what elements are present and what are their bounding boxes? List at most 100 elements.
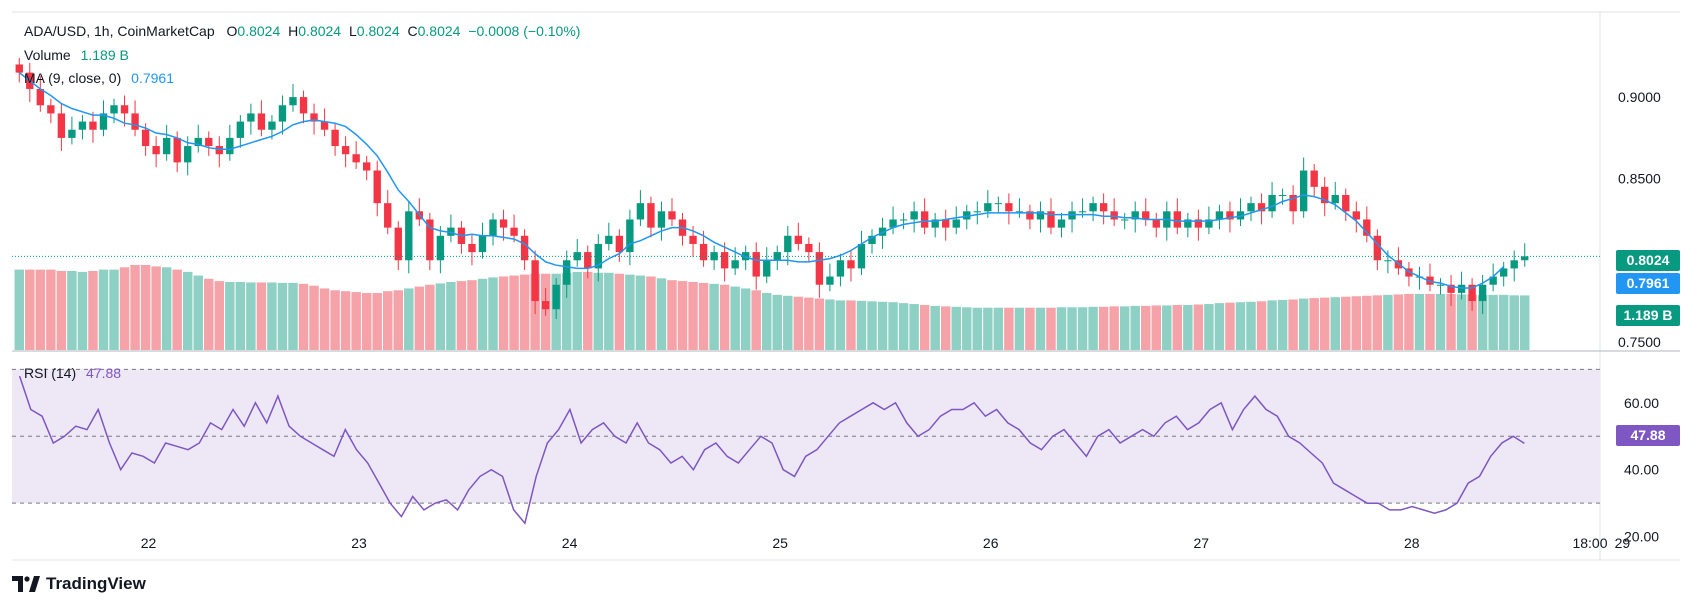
candle-body [1205,219,1213,228]
candle-body [889,219,897,228]
candle-body [89,121,97,130]
candle-body [731,260,739,269]
volume-bar [740,288,751,350]
rsi-tick-label: 20.00 [1624,529,1659,545]
volume-bar [109,269,119,350]
candle-body [152,146,160,155]
low-value: 0.8024 [356,23,400,39]
volume-bar [656,278,667,350]
candle-body [1278,195,1287,196]
volume-bar [751,290,761,350]
candle [1342,188,1350,222]
volume-bar [67,270,77,350]
volume-bar [730,286,740,350]
volume-bar [1319,297,1330,350]
candle-body [1120,219,1129,221]
candle [973,201,981,225]
candle-body [984,203,992,212]
candle [1457,271,1466,300]
rsi-legend[interactable]: RSI (14) 47.88 [24,365,121,381]
volume-bar [214,281,225,350]
volume-bar [161,267,172,350]
candle [942,209,950,241]
candle-body [120,105,129,114]
volume-bar [25,269,35,350]
candle-body [57,113,66,138]
price-tick-label: 0.9000 [1618,89,1661,105]
candle-body [784,235,792,253]
volume-bar [498,276,509,350]
candle-body [1373,235,1382,261]
candle [699,230,708,267]
candle [899,212,908,230]
volume-bar [256,282,267,350]
candle [1194,209,1203,241]
candle-body [268,121,276,130]
candle-body [584,252,592,269]
candle-body [205,137,213,147]
candle-body [1047,211,1055,228]
volume-bar [1130,305,1140,350]
x-tick-label: 25 [772,535,788,551]
candle [384,190,392,235]
volume-bar [361,293,372,350]
candle-body [531,260,539,302]
volume-bar [235,282,246,350]
volume-bar [172,269,182,350]
candle-body [499,219,508,228]
candle [205,131,213,156]
volume-legend[interactable]: Volume 1.189 B [24,47,129,63]
candle-body [615,235,624,253]
volume-bar [1162,305,1172,350]
volume-bar [140,265,151,350]
open-label: O [226,23,238,39]
candle-body [794,235,803,244]
candle [215,136,223,168]
symbol-legend[interactable]: ADA/USD, 1h, CoinMarketCap O0.8024 H0.80… [24,23,580,39]
candle [320,108,329,137]
volume-bar [477,278,488,350]
volume-bar [404,288,414,350]
volume-bar [267,282,277,350]
volume-bar [719,284,730,350]
volume-bar [435,283,446,350]
candle [436,226,445,274]
volume-bar [382,291,393,350]
open-value: 0.8024 [237,23,281,39]
tradingview-logo[interactable]: TradingView [12,574,146,594]
volume-bar [56,270,67,350]
candle-body [331,129,339,147]
candle [468,234,476,266]
candle [520,229,529,271]
candle [1036,201,1045,233]
candle-body [1363,219,1371,236]
candle [499,209,508,241]
ma-legend[interactable]: MA (9, close, 0) 0.7961 [24,70,174,86]
high-label: H [288,23,299,39]
candle [331,123,339,156]
candle-body [1215,211,1224,220]
candle-body [699,243,708,261]
volume-bar [456,281,467,350]
candle [826,263,834,292]
candles [15,57,1529,319]
candle-body [510,227,518,236]
candle-body [1226,211,1234,220]
candle [1499,261,1508,287]
volume-bar [772,294,783,350]
candle [963,204,971,230]
candle-body [605,235,613,244]
candle [15,57,23,83]
candle [373,160,381,217]
candle [1142,198,1150,226]
candle [310,103,318,135]
candle-body [1457,284,1466,293]
candle [1163,201,1171,241]
ma-value: 0.7961 [131,70,174,86]
candle-body [920,211,929,228]
volume-bar [1330,297,1340,350]
volume-bar [919,304,930,350]
tradingview-icon [12,576,40,592]
volume-bar [1014,307,1025,350]
